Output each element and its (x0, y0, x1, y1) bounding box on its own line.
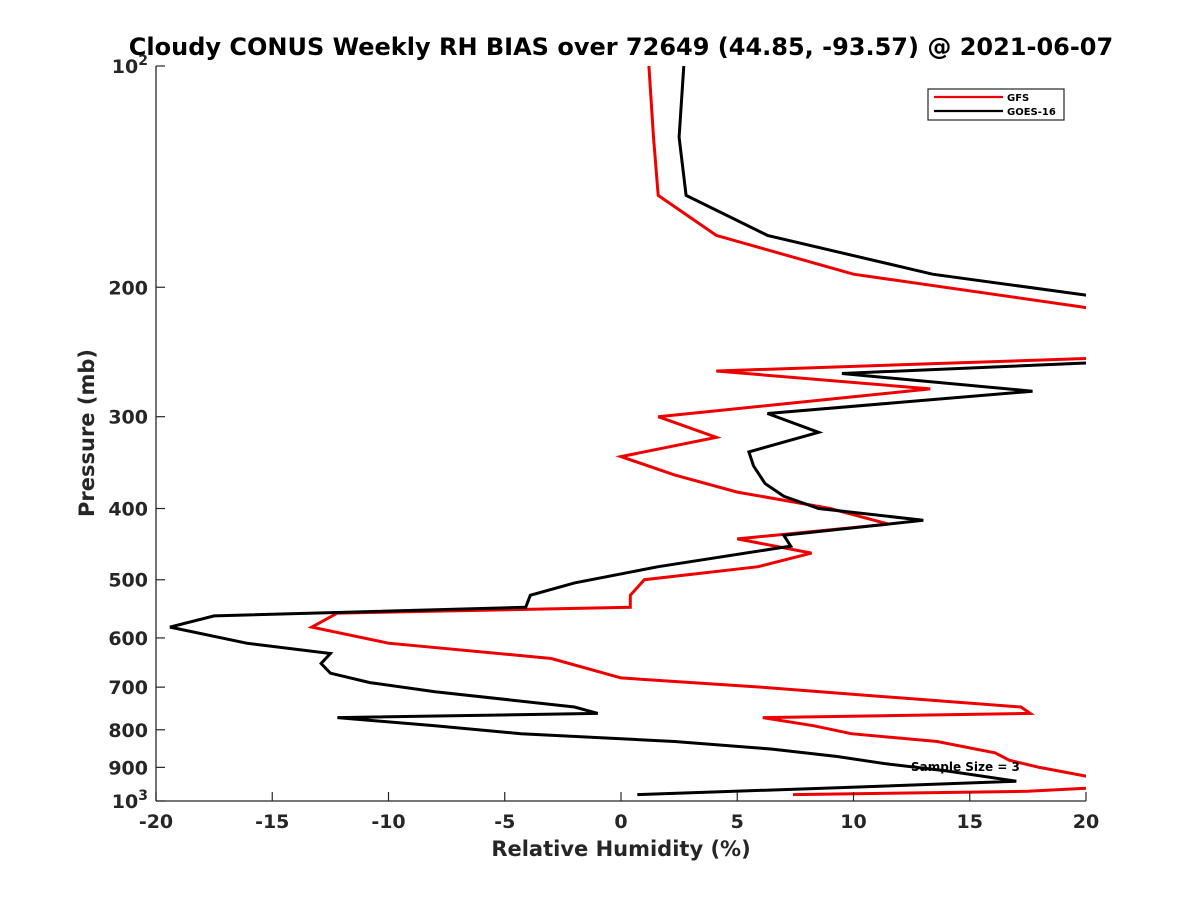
y-ticks: 102 200 300 400 500 600 700 800 900 103 (108, 53, 165, 813)
legend-box (927, 88, 1065, 121)
sample-size-annotation: Sample Size = 3 (911, 760, 1020, 774)
y-tick-label: 800 (108, 720, 148, 742)
chart-title: Cloudy CONUS Weekly RH BIAS over 72649 (… (129, 33, 1113, 61)
series-line-goes-16 (169, 66, 1086, 797)
x-tick-label: -20 (139, 811, 173, 833)
y-tick-label: 400 (108, 499, 148, 521)
y-tick-label: 200 (108, 277, 148, 299)
legend-label-goes16: GOES-16 (1007, 107, 1056, 118)
x-tick-label: -10 (371, 811, 405, 833)
y-tick-label: 600 (108, 628, 148, 650)
x-axis-label: Relative Humidity (%) (491, 837, 750, 861)
x-tick-label: -15 (255, 811, 289, 833)
series-line-gfs (307, 66, 1086, 797)
y-tick-label: 102 (112, 53, 148, 78)
x-ticks: -20 -15 -10 -5 0 5 10 15 20 (139, 792, 1099, 833)
y-tick-label: 300 (108, 407, 148, 429)
y-tick-label: 900 (108, 757, 148, 779)
y-axis-label: Pressure (mb) (75, 349, 99, 517)
y-tick-label: 700 (108, 677, 148, 699)
x-tick-label: -5 (494, 811, 515, 833)
y-tick-label: 103 (112, 788, 148, 813)
legend-label-gfs: GFS (1007, 93, 1029, 104)
x-tick-label: 15 (957, 811, 983, 833)
y-tick-label: 500 (108, 570, 148, 592)
x-tick-label: 0 (614, 811, 627, 833)
x-tick-label: 10 (840, 811, 866, 833)
x-tick-label: 5 (731, 811, 744, 833)
plot-area (156, 66, 1086, 801)
series-layer (169, 66, 1086, 797)
x-tick-label: 20 (1073, 811, 1099, 833)
legend: GFS GOES-16 (927, 88, 1065, 121)
